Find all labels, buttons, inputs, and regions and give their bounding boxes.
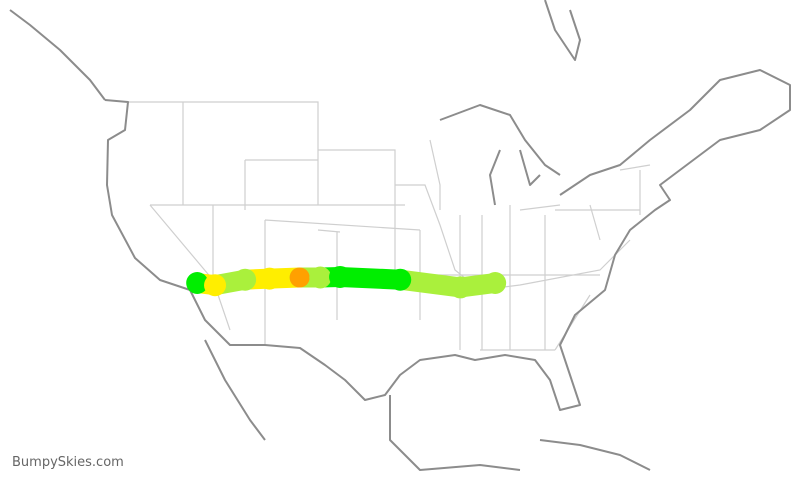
turbulence-point-light[interactable]: [484, 272, 507, 294]
turbulence-point-light[interactable]: [309, 266, 332, 289]
watermark: BumpySkies.com: [12, 455, 124, 470]
coastline: [9, 0, 791, 471]
turbulence-point-moderate[interactable]: [258, 267, 281, 290]
turbulence-point-light[interactable]: [449, 276, 472, 299]
turbulence-point-smooth[interactable]: [329, 265, 352, 288]
turbulence-point-smooth[interactable]: [389, 268, 412, 291]
turbulence-point-light[interactable]: [234, 268, 257, 291]
turbulence-point-moderate[interactable]: [204, 274, 227, 297]
turbulence-point-smooth[interactable]: [186, 272, 209, 294]
flight-route: [186, 265, 507, 299]
state-borders: [128, 101, 651, 351]
turbulence-point-severe[interactable]: [289, 267, 310, 288]
